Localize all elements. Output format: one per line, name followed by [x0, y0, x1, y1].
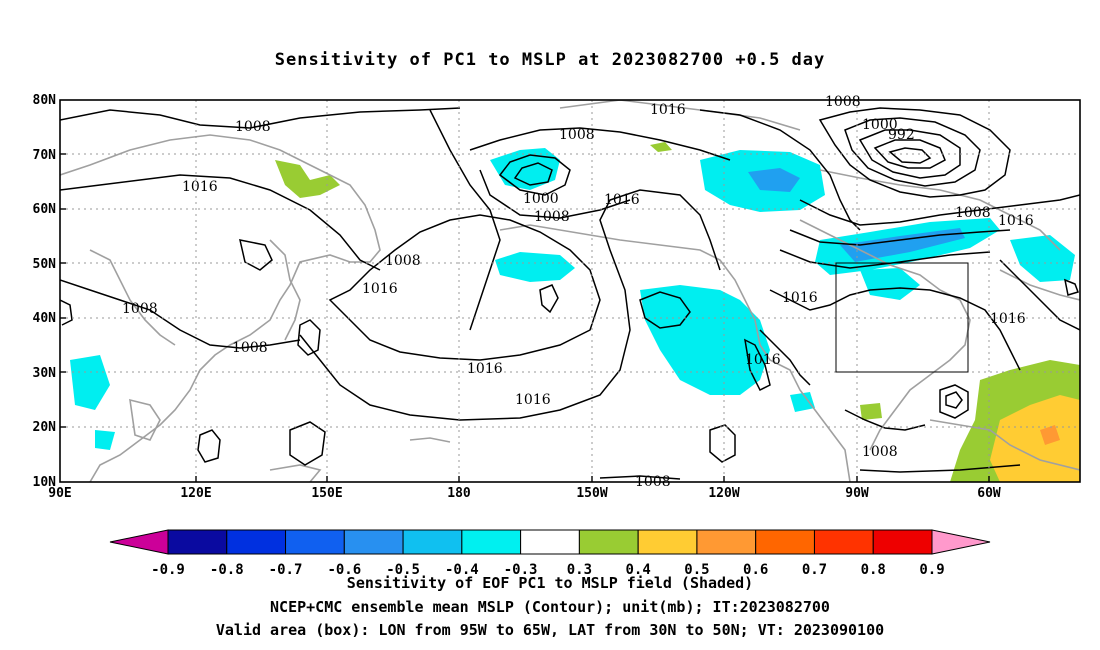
- lon-label: 120W: [708, 486, 739, 501]
- contour-label: 1016: [650, 102, 686, 118]
- colorbar-segment: [285, 529, 345, 555]
- map-title: Sensitivity of PC1 to MSLP at 2023082700…: [274, 50, 826, 70]
- lat-label: 50N: [33, 257, 57, 272]
- colorbar-tick-labels: -0.9 -0.8 -0.7 -0.6 -0.5 -0.4 -0.3 0.3 0.4 0.5 0.6…: [151, 562, 945, 578]
- contour-label: 1016: [362, 281, 398, 297]
- colorbar-segment: [872, 529, 933, 555]
- latitude-labels: 80N 70N 60N 50N 40N 30N 20N 10N: [33, 93, 57, 490]
- colorbar-segment: [637, 529, 698, 555]
- caption-line-1: Sensitivity of EOF PC1 to MSLP field (Sh…: [346, 574, 754, 592]
- colorbar-tick-label: 0.8: [861, 562, 886, 578]
- contour-label: 1016: [990, 311, 1026, 327]
- colorbar-segment: [226, 529, 287, 555]
- colorbar-segment: [520, 529, 580, 555]
- lat-label: 80N: [33, 93, 57, 108]
- lon-label: 60W: [977, 486, 1001, 501]
- caption-line-2: NCEP+CMC ensemble mean MSLP (Contour); u…: [270, 598, 830, 616]
- contour-label: 1008: [955, 205, 991, 221]
- lat-label: 70N: [33, 148, 57, 163]
- colorbar-segment: [343, 529, 404, 555]
- contour-label: 1016: [604, 192, 640, 208]
- colorbar-tick-label: 0.5: [684, 562, 709, 578]
- contour-label: 1008: [385, 253, 421, 269]
- colorbar-arrow-high: [931, 529, 991, 555]
- colorbar-tick-label: -0.3: [504, 562, 538, 578]
- lat-label: 30N: [33, 366, 57, 381]
- lon-label: 150W: [576, 486, 607, 501]
- contour-label: 1008: [235, 119, 271, 135]
- colorbar-tick-label: -0.5: [386, 562, 420, 578]
- lon-label: 120E: [180, 486, 211, 501]
- colorbar-arrow-low: [109, 529, 169, 555]
- colorbar-tick-label: 0.9: [919, 562, 944, 578]
- colorbar: [109, 529, 991, 555]
- lon-label: 90W: [845, 486, 869, 501]
- contour-label: 1008: [232, 340, 268, 356]
- contour-label: 1016: [998, 213, 1034, 229]
- coastlines: [60, 100, 1080, 482]
- shaded-sensitivity: [70, 142, 1080, 482]
- contour-label: 1008: [862, 444, 898, 460]
- axis-ticks: [60, 153, 990, 482]
- longitude-labels: 90E 120E 150E 180 150W 120W 90W 60W: [48, 486, 1001, 501]
- contour-label: 1016: [467, 361, 503, 377]
- contour-label: 1016: [515, 392, 551, 408]
- contour-label: 1016: [182, 179, 218, 195]
- contour-label: 1000: [862, 117, 898, 133]
- contour-label: 1008: [122, 301, 158, 317]
- contour-label: 1008: [559, 127, 595, 143]
- colorbar-tick-label: -0.9: [151, 562, 185, 578]
- colorbar-segment: [578, 529, 639, 555]
- lat-label: 40N: [33, 311, 57, 326]
- map-frame: [59, 99, 1081, 483]
- colorbar-tick-label: 0.6: [743, 562, 768, 578]
- valid-area-box: [835, 262, 969, 373]
- colorbar-segment: [755, 529, 815, 555]
- contour-labels: 1008 1016 1008 1008 1008 1016 1008 1016 …: [122, 94, 1034, 490]
- contour-label: 1008: [825, 94, 861, 110]
- colorbar-tick-label: 0.7: [802, 562, 827, 578]
- lon-label: 150E: [311, 486, 342, 501]
- colorbar-segment: [167, 529, 228, 555]
- colorbar-tick-label: -0.4: [445, 562, 479, 578]
- lon-label: 180: [447, 486, 471, 501]
- colorbar-segment: [402, 529, 463, 555]
- colorbar-tick-label: -0.6: [327, 562, 361, 578]
- lon-label: 90E: [48, 486, 71, 501]
- colorbar-tick-label: 0.3: [567, 562, 592, 578]
- contour-label: 1016: [782, 290, 818, 306]
- colorbar-tick-label: -0.8: [210, 562, 244, 578]
- colorbar-segment: [813, 529, 874, 555]
- contour-label: 1000: [523, 191, 559, 207]
- map-area: [60, 100, 1080, 482]
- caption-line-3: Valid area (box): LON from 95W to 65W, L…: [215, 621, 885, 639]
- contour-label: 1016: [745, 352, 781, 368]
- colorbar-segment: [461, 529, 522, 555]
- contour-label: 1008: [534, 209, 570, 225]
- colorbar-tick-label: 0.4: [626, 562, 651, 578]
- contour-label: 992: [888, 127, 915, 143]
- gridlines: [60, 100, 1080, 482]
- colorbar-segment: [696, 529, 757, 555]
- lat-label: 60N: [33, 202, 57, 217]
- mslp-contours: [60, 107, 1080, 480]
- colorbar-tick-label: -0.7: [269, 562, 303, 578]
- lat-label: 20N: [33, 420, 57, 435]
- lat-label: 10N: [33, 475, 57, 490]
